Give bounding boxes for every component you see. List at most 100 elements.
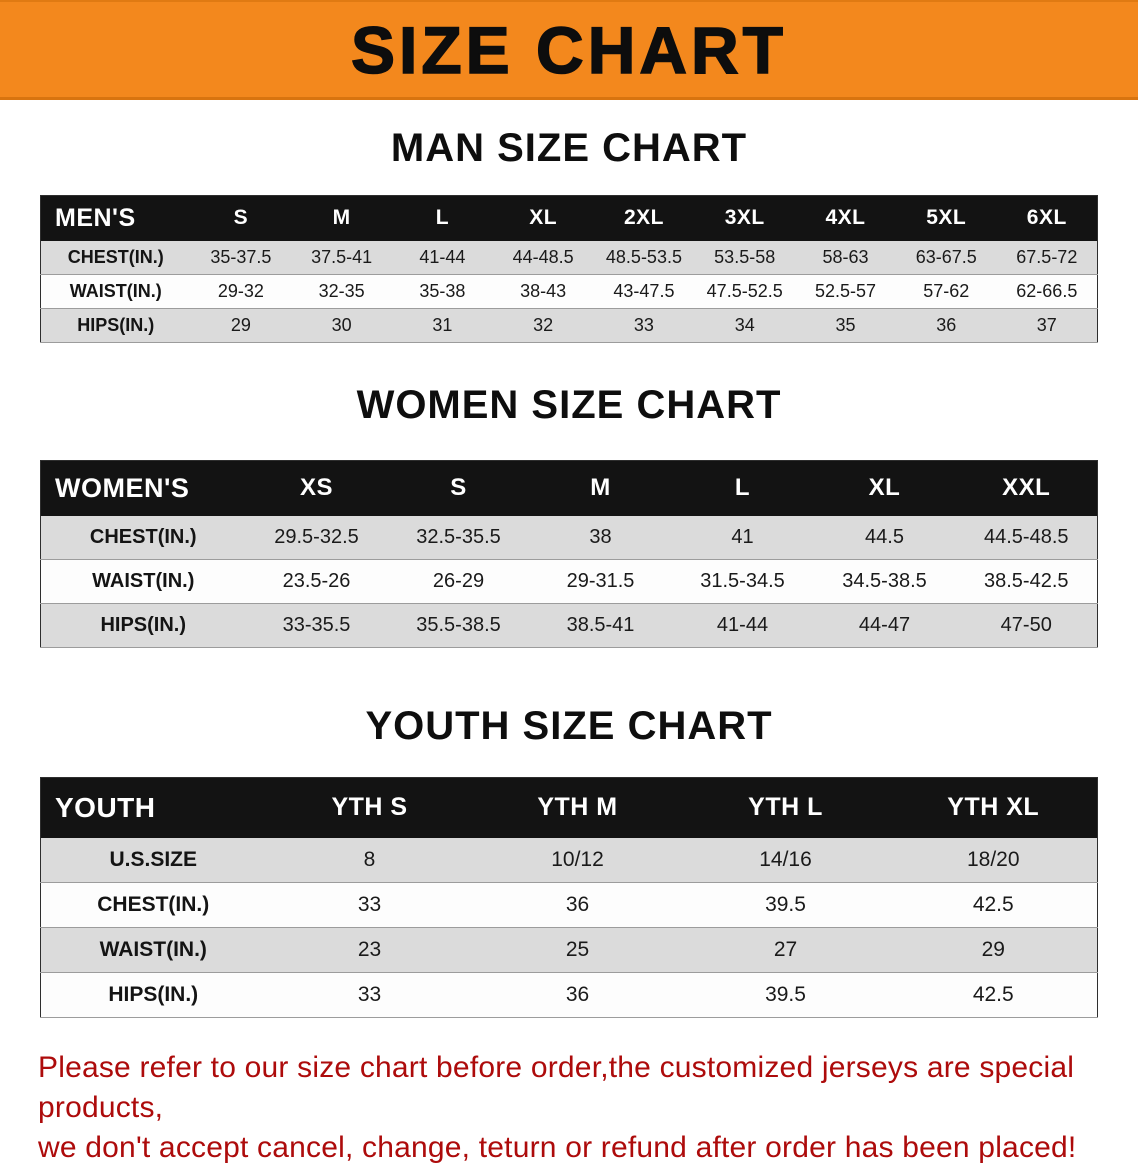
size-value-cell: 38.5-42.5 (983, 570, 1069, 592)
size-value-cell: 29-32 (217, 281, 264, 301)
size-column-header: L (392, 195, 493, 241)
size-column-header: XS (245, 460, 388, 516)
size-value-cell: 37.5-41 (311, 246, 373, 267)
row-label: WAIST(IN.) (69, 281, 162, 301)
size-value-cell: 36 (565, 893, 590, 916)
size-column-header: YTH XL (889, 777, 1098, 838)
size-value-cell: 18/20 (966, 847, 1020, 871)
size-value-cell: 42.5 (972, 983, 1014, 1006)
size-value-cell: 35.5-38.5 (416, 614, 501, 636)
size-column-header: 2XL (593, 195, 695, 241)
footer-note: Please refer to our size chart before or… (38, 1048, 1100, 1168)
banner: SIZE CHART (0, 0, 1138, 100)
size-value-cell: 42.5 (972, 893, 1014, 916)
table-header-row: MEN'S S M L XL 2XL 3XL 4XL 5XL 6XL (40, 195, 1098, 241)
size-value-cell: 29 (981, 938, 1005, 961)
row-label: WAIST(IN.) (92, 570, 195, 592)
size-value-cell: 10/12 (551, 847, 604, 871)
size-value-cell: 44.5 (865, 525, 904, 548)
size-value-cell: 35-37.5 (210, 246, 272, 267)
size-value-cell: 8 (363, 847, 376, 871)
size-column-header: XXL (955, 460, 1098, 516)
table-corner-label: WOMEN'S (40, 460, 246, 516)
size-value-cell: 14/16 (759, 847, 812, 871)
women-size-chart-section: WOMEN SIZE CHART WOMEN'S XS S M L XL XXL CHEST(… (0, 383, 1138, 648)
man-size-chart-section: MAN SIZE CHART MEN'S S M L XL 2XL 3XL 4XL 5XL 6XL… (0, 126, 1138, 343)
size-column-header: YTH S (265, 777, 474, 838)
size-column-header: 6XL (996, 195, 1098, 241)
size-column-header: 3XL (694, 195, 796, 241)
row-label: CHEST(IN.) (89, 525, 197, 548)
row-label: HIPS(IN.) (100, 614, 187, 636)
row-label: WAIST(IN.) (99, 938, 207, 961)
size-value-cell: 35 (835, 315, 856, 335)
size-column-header: M (529, 460, 672, 516)
size-column-header: XL (813, 460, 956, 516)
size-value-cell: 53.5-58 (714, 246, 776, 267)
size-value-cell: 32 (533, 315, 554, 335)
table-row: WAIST(IN.) 23 25 27 29 (40, 927, 1098, 973)
row-label: CHEST(IN.) (97, 893, 210, 916)
size-value-cell: 47.5-52.5 (706, 281, 783, 301)
size-value-cell: 38.5-41 (566, 614, 635, 636)
size-column-header: YTH L (681, 777, 890, 838)
size-charts-main: MAN SIZE CHART MEN'S S M L XL 2XL 3XL 4XL 5XL 6XL… (0, 126, 1138, 1018)
size-value-cell: 44-48.5 (512, 246, 574, 267)
size-value-cell: 44.5-48.5 (983, 525, 1069, 548)
size-value-cell: 36 (565, 983, 590, 1006)
size-value-cell: 31.5-34.5 (700, 570, 785, 592)
size-value-cell: 29.5-32.5 (274, 525, 359, 548)
size-value-cell: 32.5-35.5 (416, 525, 501, 548)
size-value-cell: 34 (734, 315, 755, 335)
size-value-cell: 26-29 (432, 570, 485, 592)
size-value-cell: 34.5-38.5 (842, 570, 927, 592)
size-value-cell: 29-31.5 (566, 570, 635, 592)
size-value-cell: 39.5 (765, 893, 806, 916)
size-value-cell: 67.5-72 (1016, 246, 1078, 267)
youth-size-chart-section: YOUTH SIZE CHART YOUTH YTH S YTH M YTH L YTH… (0, 704, 1138, 1018)
size-column-header: M (291, 195, 393, 241)
size-column-header: S (387, 460, 530, 516)
size-value-cell: 41-44 (419, 246, 466, 267)
note-line-2: we don't accept cancel, change, teturn o… (38, 1130, 1077, 1164)
table-row: HIPS(IN.) 33-35.5 35.5-38.5 38.5-41 41-44 44-… (40, 603, 1098, 648)
table-header-row: WOMEN'S XS S M L XL XXL (40, 460, 1098, 516)
size-value-cell: 35-38 (419, 281, 466, 301)
size-value-cell: 41 (731, 525, 754, 548)
page-title: SIZE CHART (350, 12, 787, 88)
table-row: WAIST(IN.) 29-32 32-35 35-38 38-43 43-47.5 47.… (40, 274, 1098, 309)
size-value-cell: 31 (432, 315, 453, 335)
size-value-cell: 38 (589, 525, 612, 548)
man-size-chart-heading: MAN SIZE CHART (390, 126, 748, 170)
table-corner-label: YOUTH (40, 777, 266, 838)
size-value-cell: 23 (357, 938, 382, 961)
table-row: WAIST(IN.) 23.5-26 26-29 29-31.5 31.5-34.5 34… (40, 559, 1098, 604)
table-header-row: YOUTH YTH S YTH M YTH L YTH XL (40, 777, 1098, 838)
size-value-cell: 52.5-57 (814, 281, 876, 301)
size-value-cell: 37 (1036, 315, 1057, 335)
size-value-cell: 57-62 (923, 281, 970, 301)
size-value-cell: 29 (230, 315, 251, 335)
youth-size-chart-heading: YOUTH SIZE CHART (365, 704, 773, 748)
row-label: U.S.SIZE (109, 847, 198, 871)
size-column-header: 5XL (895, 195, 997, 241)
table-row: U.S.SIZE 8 10/12 14/16 18/20 (40, 837, 1098, 883)
row-label: HIPS(IN.) (77, 315, 155, 335)
size-column-header: YTH M (473, 777, 682, 838)
size-column-header: 4XL (795, 195, 896, 241)
size-value-cell: 38-43 (520, 281, 567, 301)
table-row: CHEST(IN.) 33 36 39.5 42.5 (40, 882, 1098, 928)
size-value-cell: 36 (936, 315, 957, 335)
table-corner-label: MEN'S (40, 195, 191, 241)
row-label: HIPS(IN.) (108, 983, 199, 1006)
table-row: HIPS(IN.) 33 36 39.5 42.5 (40, 972, 1098, 1018)
size-value-cell: 23.5-26 (282, 570, 351, 592)
youth-size-table: YOUTH YTH S YTH M YTH L YTH XL U.S.SIZE 8 10/12… (40, 777, 1098, 1018)
women-size-table: WOMEN'S XS S M L XL XXL CHEST(IN.) 29.5-32.5 32.5… (40, 460, 1098, 648)
size-value-cell: 58-63 (822, 246, 869, 267)
table-row: CHEST(IN.) 29.5-32.5 32.5-35.5 38 41 44.5 44.5… (40, 515, 1098, 560)
table-row: CHEST(IN.) 35-37.5 37.5-41 41-44 44-48.5 48.5… (40, 240, 1098, 275)
table-row: HIPS(IN.) 29 30 31 32 33 34 35 36 37 (40, 308, 1098, 343)
size-value-cell: 33 (357, 893, 382, 916)
size-value-cell: 39.5 (765, 983, 806, 1006)
